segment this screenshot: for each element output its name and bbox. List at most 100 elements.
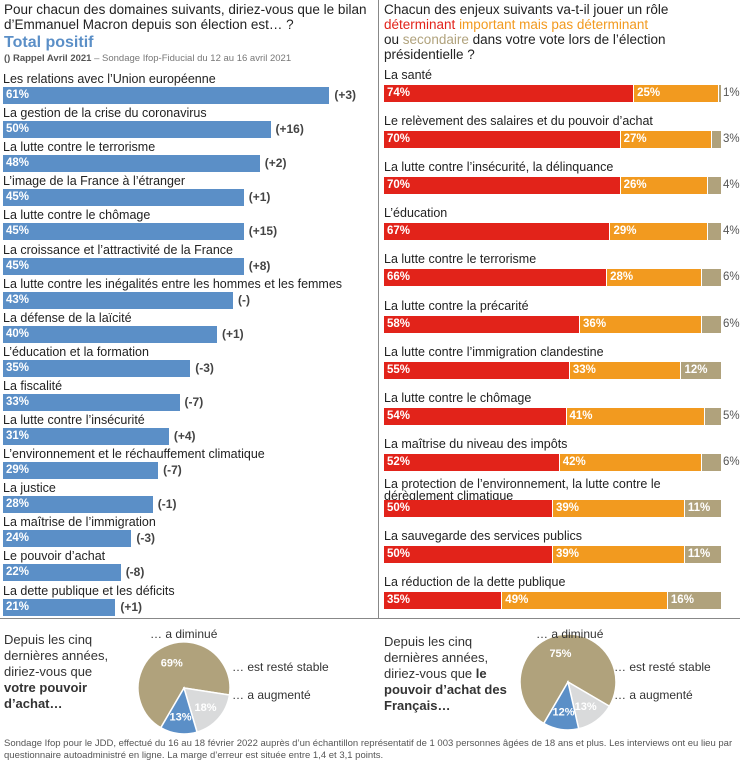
- right-bar-value: 16%: [670, 594, 694, 607]
- right-bar-value: 28%: [610, 271, 634, 284]
- right-category-label: Le relèvement des salaires et du pouvoir…: [384, 114, 653, 129]
- pie2-label-diminue: … a diminué: [536, 627, 604, 641]
- left-bar: [3, 87, 330, 104]
- left-bar-value: 31%: [6, 430, 30, 442]
- right-bar-value: 6%: [723, 317, 740, 330]
- left-bar-delta: (-8): [125, 565, 145, 580]
- pie-slice-diminue: [137, 641, 231, 729]
- left-bar-delta: (-3): [136, 531, 156, 546]
- right-bar-segment-important: [569, 361, 681, 379]
- footnote: Sondage Ifop pour le JDD, effectué du 16…: [4, 738, 733, 761]
- right-bar-value: 54%: [387, 409, 411, 422]
- right-bar-value: 1%: [723, 87, 740, 99]
- right-bar-segment-secondaire: [701, 315, 721, 333]
- left-bar-delta: (+1): [120, 599, 143, 614]
- pie2-label-stable: … est resté stable: [614, 660, 711, 674]
- pie-slice-diminue: [519, 633, 617, 725]
- left-bar-delta: (-1): [157, 497, 177, 512]
- reference-label: () Rappel Avril 2021: [4, 53, 92, 64]
- right-bar-segment-determinant: [384, 315, 580, 333]
- left-bar-delta: (-7): [184, 394, 204, 409]
- right-bar-segment-important: [607, 269, 701, 287]
- left-category-label: La lutte contre le chômage: [3, 208, 151, 223]
- pie1-question: Depuis les cinq dernières années, diriez…: [4, 632, 124, 712]
- right-title-part2: dans votre vote lors de l’élection prési…: [384, 32, 666, 62]
- right-bar-value: 33%: [572, 363, 596, 376]
- left-bar-delta: (-7): [163, 463, 182, 478]
- left-category-label: L’environnement et le réchauffement clim…: [3, 447, 265, 462]
- right-bar-segment-important: [610, 223, 708, 241]
- left-category-label: La justice: [3, 481, 56, 496]
- right-bar-value: 49%: [505, 594, 529, 607]
- left-bar-value: 21%: [6, 600, 30, 613]
- right-bar-segment-determinant: [384, 546, 552, 563]
- left-bar: [3, 564, 121, 582]
- pie1-label-stable: … est resté stable: [232, 660, 329, 674]
- right-bar-segment-secondaire: [708, 223, 721, 241]
- left-bar-delta: (+1): [248, 190, 271, 205]
- right-bar-value: 41%: [569, 409, 593, 422]
- pie-slice-stable: [182, 687, 231, 734]
- right-bar-segment-secondaire: [718, 85, 721, 102]
- right-bar-value: 58%: [387, 317, 411, 330]
- left-bar-value: 28%: [6, 498, 30, 511]
- left-bar: [3, 598, 116, 616]
- legend-determinant: déterminant: [384, 17, 456, 32]
- right-bar-value: 50%: [387, 501, 411, 514]
- right-bar-value: 6%: [723, 455, 740, 468]
- left-category-label: La gestion de la crise du coronavirus: [3, 106, 207, 121]
- vertical-divider: [378, 0, 379, 618]
- right-bar-segment-determinant: [384, 269, 607, 287]
- right-bar-value: 35%: [387, 594, 411, 607]
- left-bar: [3, 530, 132, 548]
- left-bar: [3, 223, 244, 241]
- right-bar-segment-secondaire: [711, 131, 721, 149]
- left-question-title: Pour chacun des domaines suivants, dirie…: [4, 2, 367, 32]
- right-bar-segment-important: [620, 131, 711, 149]
- right-title-ou: ou: [384, 32, 400, 47]
- left-bar-value: 24%: [6, 532, 30, 545]
- right-bar-value: 36%: [583, 317, 607, 330]
- right-bar-value: 11%: [687, 548, 711, 560]
- left-category-label: La croissance et l’attractivité de la Fr…: [3, 242, 233, 257]
- right-category-label: La lutte contre l’insécurité, la délinqu…: [384, 160, 614, 175]
- right-bar-segment-secondaire: [684, 546, 721, 563]
- right-title-part1: Chacun des enjeux suivants va-t-il jouer…: [384, 2, 669, 17]
- left-bar-delta: (+15): [248, 224, 278, 239]
- left-bar: [3, 496, 153, 514]
- right-category-label: La santé: [384, 68, 432, 82]
- left-bar-value: 45%: [6, 259, 30, 272]
- right-bar-value: 50%: [387, 548, 411, 560]
- right-bar-value: 5%: [723, 409, 740, 422]
- left-bar-value: 33%: [6, 395, 30, 408]
- right-bar-segment-determinant: [384, 223, 610, 241]
- left-bar-delta: (+3): [334, 88, 357, 102]
- right-bar-segment-determinant: [384, 361, 569, 379]
- right-bar-segment-secondaire: [681, 361, 721, 379]
- pie-slice-augmente: [159, 686, 198, 735]
- pie1-question-part1: Depuis les cinq dernières années, diriez…: [4, 632, 109, 679]
- pie-value-diminue: 69%: [161, 657, 183, 669]
- left-bar-value: 48%: [6, 157, 30, 170]
- pie-value-augmente: 12%: [552, 706, 574, 718]
- pie-slice-augmente: [542, 679, 580, 731]
- right-bar-segment-important: [502, 592, 667, 610]
- left-bar-value: 45%: [6, 225, 30, 238]
- pie-value-diminue: 75%: [549, 648, 571, 660]
- left-bar-value: 40%: [6, 327, 30, 340]
- left-bar-delta: (-3): [195, 360, 214, 375]
- pie2-question-part1: Depuis les cinq dernières années, diriez…: [384, 634, 489, 681]
- left-bar-delta: (-): [238, 292, 251, 307]
- right-bar-segment-important: [580, 315, 701, 333]
- right-bar-segment-determinant: [384, 499, 552, 517]
- right-bar-value: 39%: [556, 548, 580, 560]
- left-bar-delta: (+16): [275, 122, 304, 137]
- right-bar-segment-determinant: [384, 131, 620, 149]
- left-category-label: L’éducation et la formation: [3, 344, 149, 359]
- left-category-label: La lutte contre l’insécurité: [3, 413, 145, 427]
- right-bar-value: 29%: [613, 225, 637, 238]
- left-subtitle: Total positif: [4, 34, 94, 51]
- legend-important: important mais pas déterminant: [459, 17, 649, 32]
- right-bar-value: 4%: [723, 225, 740, 238]
- right-bar-value: 39%: [556, 501, 580, 514]
